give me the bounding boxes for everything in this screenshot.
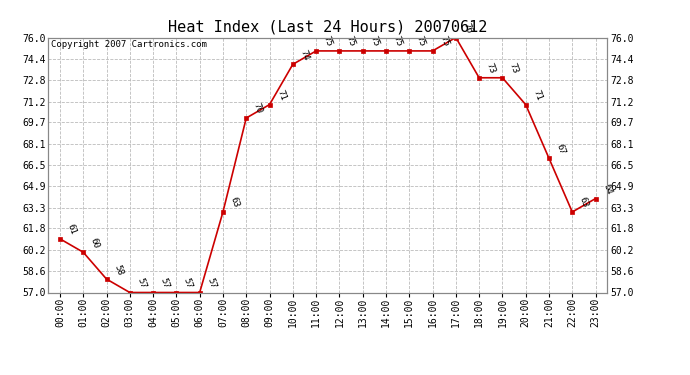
- Text: 75: 75: [345, 35, 357, 48]
- Text: 57: 57: [205, 276, 217, 290]
- Text: 57: 57: [135, 276, 148, 290]
- Text: 57: 57: [159, 276, 171, 290]
- Text: 75: 75: [415, 35, 427, 48]
- Text: 71: 71: [275, 88, 287, 102]
- Text: 67: 67: [555, 142, 566, 156]
- Text: 71: 71: [531, 88, 544, 102]
- Text: 75: 75: [438, 35, 451, 48]
- Text: 60: 60: [89, 236, 101, 249]
- Text: 75: 75: [391, 35, 404, 48]
- Text: 57: 57: [182, 276, 194, 290]
- Text: 64: 64: [601, 183, 613, 196]
- Text: 63: 63: [578, 196, 590, 209]
- Text: 73: 73: [508, 62, 520, 75]
- Text: 74: 74: [298, 48, 310, 62]
- Text: 61: 61: [66, 223, 78, 236]
- Text: Copyright 2007 Cartronics.com: Copyright 2007 Cartronics.com: [51, 40, 207, 49]
- Text: 63: 63: [228, 196, 241, 209]
- Title: Heat Index (Last 24 Hours) 20070612: Heat Index (Last 24 Hours) 20070612: [168, 20, 487, 35]
- Text: 70: 70: [252, 102, 264, 115]
- Text: 76: 76: [462, 21, 473, 35]
- Text: 75: 75: [322, 35, 334, 48]
- Text: 58: 58: [112, 263, 124, 276]
- Text: 73: 73: [484, 62, 497, 75]
- Text: 75: 75: [368, 35, 380, 48]
